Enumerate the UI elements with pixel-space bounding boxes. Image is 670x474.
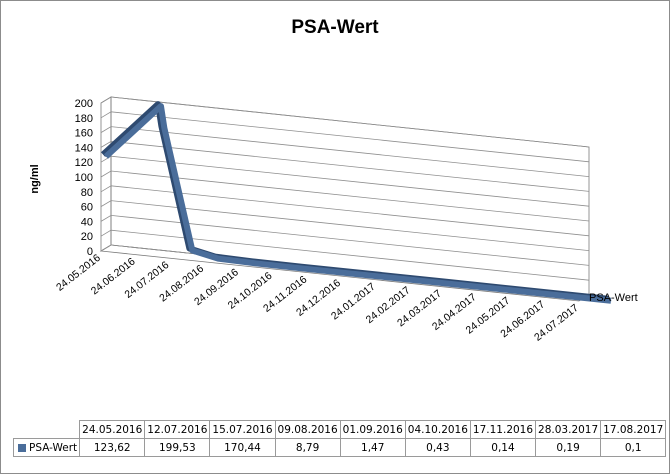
- gridline: [100, 111, 590, 163]
- data-table-value-cell: 0,43: [404, 438, 471, 457]
- data-point: [163, 127, 165, 129]
- y-tick-label: 0: [87, 246, 93, 258]
- data-table-row: PSA-Wert 123,62 199,53 170,44 8,79 1,47 0,43 0…: [12, 438, 667, 457]
- data-point: [217, 258, 219, 260]
- y-axis-ticks: 0 20 40 60 80 100 120 140 160 180 200: [75, 98, 93, 258]
- data-table-value-cell: 123,62: [79, 438, 146, 457]
- data-table-date-cell: 09.08.2016: [274, 420, 341, 439]
- data-point: [160, 105, 162, 107]
- data-point: [451, 283, 453, 285]
- data-point: [610, 300, 612, 302]
- legend-swatch: [18, 443, 26, 452]
- data-table-value-cell: 0,14: [469, 438, 537, 457]
- y-tick-label: 60: [81, 202, 93, 214]
- gridline: [100, 96, 590, 148]
- data-table-date-cell: 12.07.2016: [144, 420, 211, 439]
- data-table-date-cell: 17.08.2017: [600, 420, 667, 439]
- y-tick-label: 200: [75, 98, 93, 110]
- gridline: [100, 140, 590, 192]
- series-line: [103, 103, 612, 304]
- data-table-date-cell: 01.09.2016: [339, 420, 406, 439]
- data-table-date-cell: 24.05.2016: [79, 420, 146, 439]
- data-table-value-cell: 170,44: [209, 438, 276, 457]
- y-tick-label: 100: [75, 172, 93, 184]
- data-point: [254, 262, 256, 264]
- data-table-value-cell: 199,53: [144, 438, 211, 457]
- gridline: [100, 170, 590, 222]
- y-tick-label: 140: [75, 142, 93, 154]
- data-point: [191, 250, 193, 252]
- data-table: 24.05.2016 12.07.2016 15.07.2016 09.08.2016…: [12, 420, 667, 457]
- y-tick-label: 120: [75, 157, 93, 169]
- data-table-date-cell: 15.07.2016: [209, 420, 276, 439]
- chart-plot: PSA-Wert 0 20 40 60 80 100 120 140 160 180 200 ng/…: [29, 17, 638, 344]
- gridlines: [100, 96, 590, 296]
- series-axis-label: PSA-Wert: [589, 292, 638, 304]
- gridline: [100, 155, 590, 207]
- y-tick-label: 80: [81, 187, 93, 199]
- data-point: [304, 268, 306, 270]
- series-psa-wert: [100, 101, 612, 304]
- y-tick-label: 160: [75, 128, 93, 140]
- data-table-value-cell: 1,47: [339, 438, 406, 457]
- data-table-series-cell: PSA-Wert: [12, 438, 81, 457]
- data-table-date-cell: 04.10.2016: [404, 420, 471, 439]
- data-point: [105, 156, 107, 158]
- chart-title: PSA-Wert: [291, 17, 379, 38]
- gridline: [100, 126, 590, 177]
- gridline: [100, 185, 590, 237]
- gridline: [100, 214, 590, 266]
- gridline: [100, 200, 590, 251]
- data-table-value-cell: 0,19: [535, 438, 602, 457]
- data-table-value-cell: 8,79: [274, 438, 341, 457]
- data-table-date-cell: 28.03.2017: [535, 420, 602, 439]
- y-tick-label: 180: [75, 113, 93, 125]
- data-table-corner: [13, 420, 81, 439]
- data-table-value-cell: 0,1: [600, 438, 667, 457]
- data-table-date-cell: 17.11.2016: [469, 420, 537, 439]
- data-table-header: 24.05.2016 12.07.2016 15.07.2016 09.08.2016…: [13, 420, 667, 439]
- data-table-series-name: PSA-Wert: [29, 441, 78, 454]
- y-axis-label: ng/ml: [29, 164, 41, 193]
- y-tick-label: 20: [81, 231, 93, 243]
- gridline: [100, 229, 590, 281]
- y-tick-label: 40: [81, 216, 93, 228]
